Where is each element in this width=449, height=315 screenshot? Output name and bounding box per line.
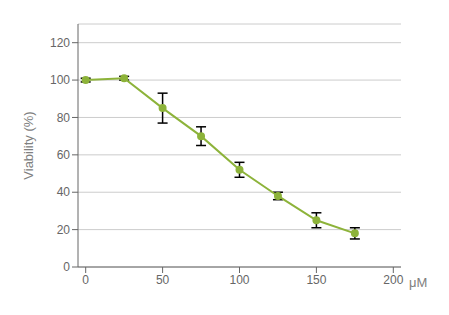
svg-text:0: 0: [82, 273, 89, 287]
svg-text:20: 20: [57, 223, 71, 237]
svg-text:200: 200: [383, 273, 403, 287]
svg-text:Viability (%): Viability (%): [21, 111, 36, 179]
svg-text:0: 0: [63, 260, 70, 274]
svg-text:150: 150: [306, 273, 326, 287]
svg-text:80: 80: [57, 111, 71, 125]
svg-text:60: 60: [57, 148, 71, 162]
svg-text:100: 100: [229, 273, 249, 287]
svg-text:40: 40: [57, 185, 71, 199]
svg-text:100: 100: [50, 73, 70, 87]
svg-text:50: 50: [156, 273, 170, 287]
svg-text:μM: μM: [409, 275, 427, 290]
svg-text:120: 120: [50, 36, 70, 50]
